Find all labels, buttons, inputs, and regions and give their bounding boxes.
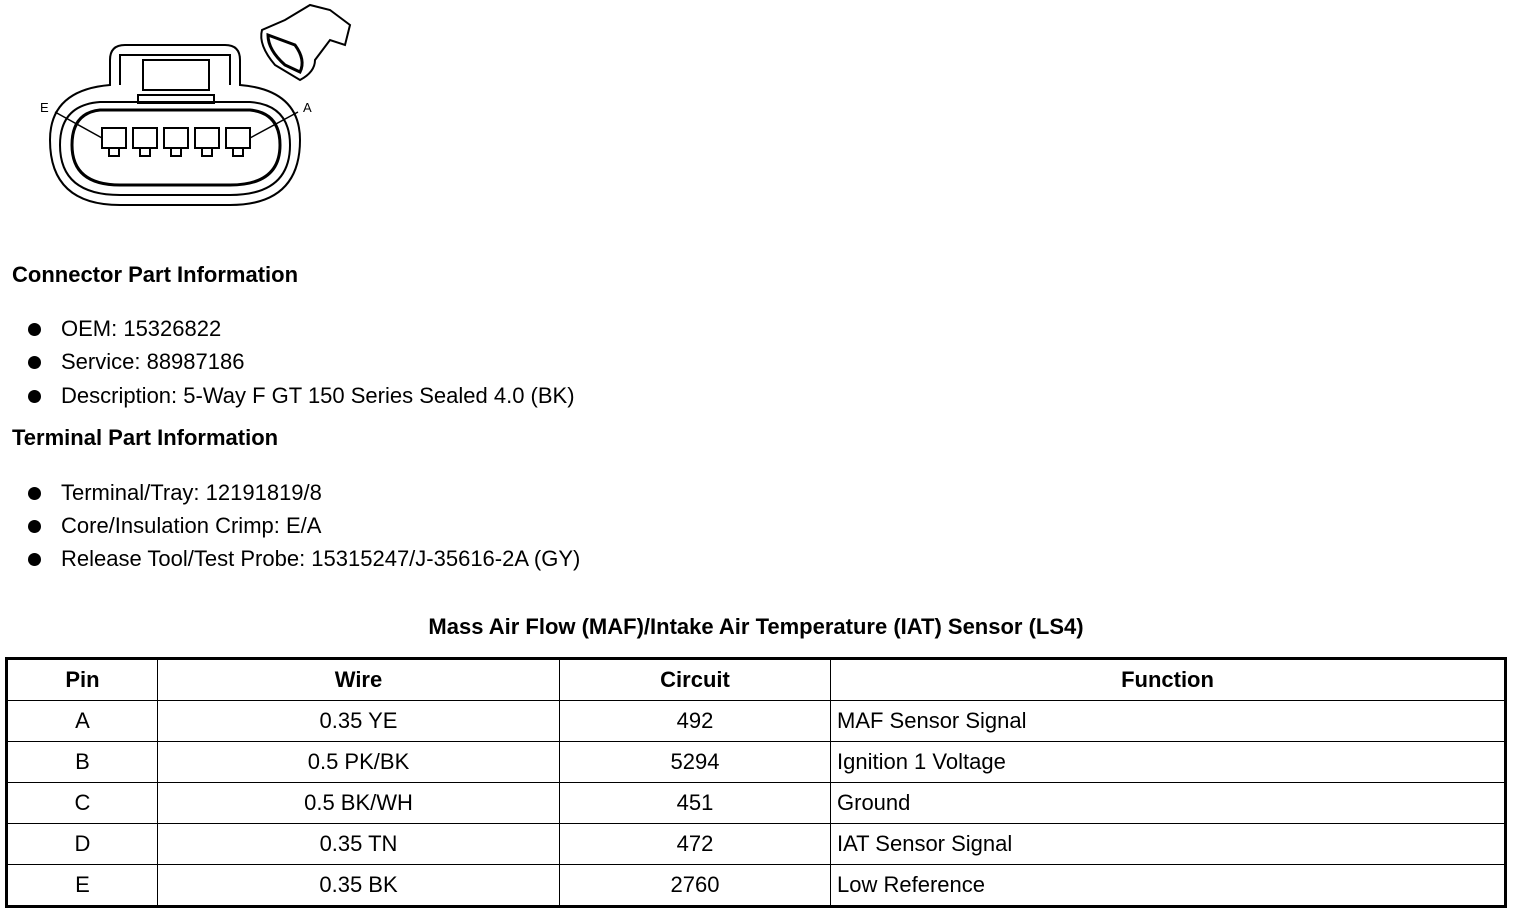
- table-row: C 0.5 BK/WH 451 Ground: [6, 782, 1506, 824]
- header-wire: Wire: [157, 658, 560, 701]
- table-row: B 0.5 PK/BK 5294 Ignition 1 Voltage: [6, 741, 1506, 783]
- table-row: E 0.35 BK 2760 Low Reference: [6, 864, 1506, 907]
- header-circuit: Circuit: [559, 658, 831, 701]
- connector-face-diagram: E A: [40, 3, 352, 206]
- header-function: Function: [830, 658, 1506, 701]
- table-row: A 0.35 YE 492 MAF Sensor Signal: [6, 700, 1506, 742]
- terminal-part-heading: Terminal Part Information: [12, 425, 279, 450]
- list-item: OEM: 15326822: [28, 316, 221, 342]
- bullet-icon: [28, 389, 41, 403]
- pin-cavities: [101, 127, 251, 157]
- bullet-icon: [28, 552, 41, 566]
- connector-part-heading: Connector Part Information: [12, 262, 299, 287]
- bullet-icon: [28, 322, 41, 336]
- list-item: Release Tool/Test Probe: 15315247/J-3561…: [28, 546, 580, 572]
- bullet-icon: [28, 355, 41, 369]
- list-item: Description: 5-Way F GT 150 Series Seale…: [28, 383, 575, 409]
- list-item: Core/Insulation Crimp: E/A: [28, 513, 321, 539]
- pinout-table: Pin Wire Circuit Function A 0.35 YE 492 MAF…: [5, 657, 1507, 908]
- table-header-row: Pin Wire Circuit Function: [6, 658, 1506, 701]
- pin-label-a: A: [303, 100, 312, 115]
- list-item: Service: 88987186: [28, 349, 244, 375]
- connector-3d-view: [260, 3, 352, 82]
- bullet-icon: [28, 486, 41, 500]
- header-pin: Pin: [6, 658, 158, 701]
- table-row: D 0.35 TN 472 IAT Sensor Signal: [6, 823, 1506, 865]
- list-item: Terminal/Tray: 12191819/8: [28, 480, 322, 506]
- pin-label-e: E: [40, 100, 49, 115]
- bullet-icon: [28, 519, 41, 533]
- table-title: Mass Air Flow (MAF)/Intake Air Temperatu…: [428, 614, 1084, 639]
